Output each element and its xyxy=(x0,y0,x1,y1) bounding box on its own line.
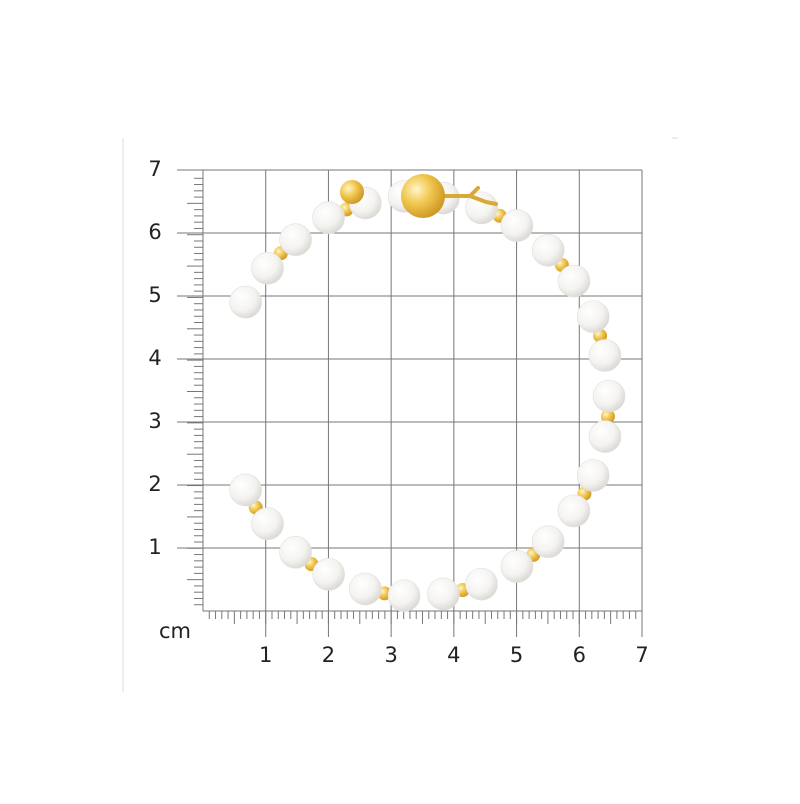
unit-label: cm xyxy=(159,619,191,643)
pearl xyxy=(588,339,622,372)
y-tick-label: 4 xyxy=(148,346,161,370)
y-tick-label: 3 xyxy=(148,409,161,433)
y-tick-label: 5 xyxy=(148,283,161,307)
clasp-ball xyxy=(401,174,445,218)
pearl xyxy=(588,420,622,453)
pearl xyxy=(312,201,345,234)
x-tick-label: 1 xyxy=(259,643,272,667)
x-tick-label: 6 xyxy=(573,643,586,667)
pearl xyxy=(592,379,626,413)
pearl xyxy=(251,507,284,541)
pearl xyxy=(465,567,498,601)
pearl xyxy=(500,209,534,242)
pearl xyxy=(229,285,262,319)
gold-bead xyxy=(600,409,615,424)
pearl xyxy=(279,223,312,257)
x-tick-label: 4 xyxy=(447,643,460,667)
pearl xyxy=(576,459,610,492)
pearl xyxy=(229,473,262,507)
x-tick-label: 3 xyxy=(384,643,397,667)
y-tick-label: 6 xyxy=(148,220,161,244)
bracelet xyxy=(229,174,626,612)
pearl xyxy=(312,558,345,591)
x-tick-label: 5 xyxy=(510,643,523,667)
pearl xyxy=(531,525,565,559)
y-tick-label: 7 xyxy=(148,157,161,181)
clasp-hook xyxy=(443,186,498,206)
clasp-tag xyxy=(340,180,364,204)
pearl xyxy=(348,572,382,606)
x-tick-label: 7 xyxy=(635,643,648,667)
grid: 1 2 3 4 5 6 7 1 2 3 4 5 6 7 xyxy=(148,157,648,667)
y-tick-label: 2 xyxy=(148,472,161,496)
pearl xyxy=(576,300,610,333)
pearl xyxy=(500,550,534,583)
pearl xyxy=(557,494,591,528)
pearl xyxy=(531,233,565,267)
y-tick-label: 1 xyxy=(148,535,161,559)
pearl xyxy=(427,577,460,611)
x-tick-label: 2 xyxy=(322,643,335,667)
pearl xyxy=(557,264,591,298)
pearl xyxy=(465,191,498,225)
pearl xyxy=(251,251,284,285)
pearl xyxy=(279,535,312,569)
pearl xyxy=(387,579,421,612)
